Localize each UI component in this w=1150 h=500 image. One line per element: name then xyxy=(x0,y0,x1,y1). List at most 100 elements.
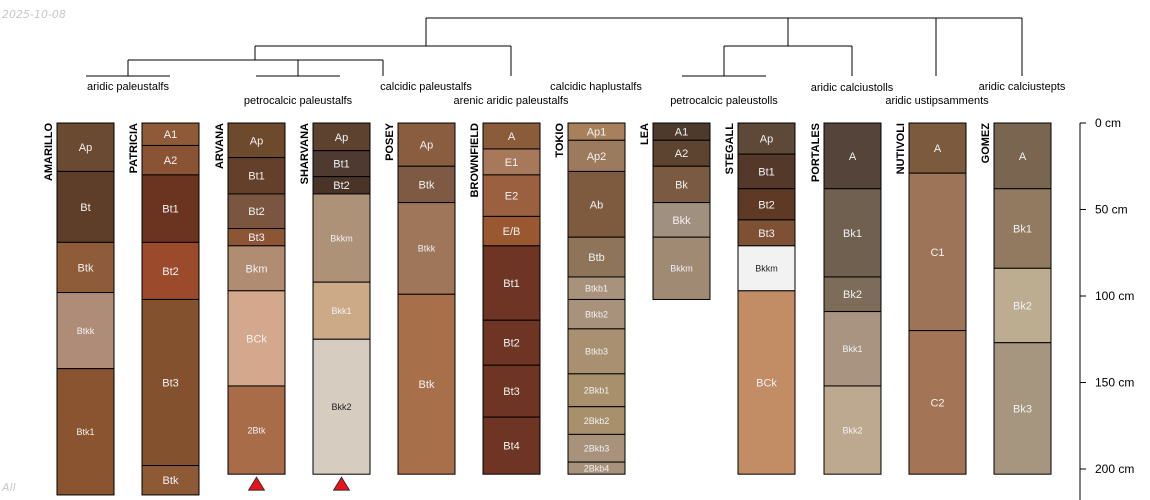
horizon-btk xyxy=(56,241,115,294)
horizon-bt3 xyxy=(141,298,200,467)
horizon-label: Bt3 xyxy=(248,232,265,244)
horizon-ap xyxy=(737,122,796,155)
horizon-label: Bk2 xyxy=(1013,300,1032,312)
classification-label: aridic paleustalfs xyxy=(87,81,169,93)
depth-axis: 0 cm 50 cm 100 cm 150 cm 200 cm xyxy=(1079,116,1134,500)
horizon-bt1 xyxy=(141,174,200,243)
horizon-label: Bt2 xyxy=(503,338,520,350)
horizon-label: Btk xyxy=(78,262,94,274)
profile-name: BROWNFIELD xyxy=(469,123,481,198)
horizon-label: Bkkm xyxy=(330,233,353,243)
horizon-label: 2Bkb4 xyxy=(584,463,610,473)
profile-portales: A Bk1 Bk2 Bkk1 Bkk2 PORTALES xyxy=(810,122,882,475)
horizon-label: A2 xyxy=(675,148,688,160)
classification-label: aridic ustipsamments xyxy=(885,95,989,107)
profile-name: GOMEZ xyxy=(980,123,992,164)
horizon-btk xyxy=(397,293,456,475)
horizon-label: Ap xyxy=(335,132,348,144)
horizon-bkk1 xyxy=(823,311,882,387)
profile-name: PORTALES xyxy=(810,123,822,182)
horizon-label: Bkk1 xyxy=(331,306,351,316)
horizon-a2 xyxy=(652,139,711,167)
horizon-ap xyxy=(56,122,115,172)
horizon-bkk2 xyxy=(823,385,882,475)
classification-label: calcidic paleustalfs xyxy=(380,81,472,93)
horizon-label: Bk2 xyxy=(843,289,862,301)
horizon-e-b xyxy=(482,215,541,247)
horizon-label: Bt2 xyxy=(758,199,775,211)
soil-profiles: Ap Bt Btk Btkk Btk1 AMARILLO A1 A2 Bt1 Bt2 Bt3 Btk P… xyxy=(43,122,1052,496)
horizon-label: 2Btk xyxy=(247,425,266,435)
profile-name: NUTIVOLI xyxy=(895,123,907,174)
horizon-label: Bt1 xyxy=(162,204,179,216)
horizon-label: Bt2 xyxy=(333,180,350,192)
horizon-bkm xyxy=(227,245,286,292)
horizon-btkb2 xyxy=(567,298,626,330)
profile-amarillo: Ap Bt Btk Btkk Btk1 AMARILLO xyxy=(43,122,115,496)
horizon-a xyxy=(993,122,1052,190)
profile-name: PATRICIA xyxy=(128,123,140,173)
horizon-bt xyxy=(56,170,115,243)
horizon-label: Ap xyxy=(250,135,263,147)
horizon-label: BCk xyxy=(756,377,777,389)
classification-label: arenic aridic paleustalfs xyxy=(454,95,569,107)
horizon-label: Bkk xyxy=(672,215,691,227)
horizon-label: A xyxy=(849,151,857,163)
horizon-label: BCk xyxy=(246,333,267,345)
horizon-label: A1 xyxy=(164,129,177,141)
horizon-bt3 xyxy=(482,364,541,418)
horizon-bkkm xyxy=(312,193,371,283)
profile-posey: Ap Btk Btkk Btk POSEY xyxy=(384,122,456,475)
horizon-label: Bt2 xyxy=(162,266,179,278)
horizon-label: E/B xyxy=(503,226,521,238)
depth-tick-label: 0 cm xyxy=(1095,116,1121,130)
horizon-label: Bt3 xyxy=(503,386,520,398)
horizon-label: 2Bkb3 xyxy=(584,443,610,453)
horizon-a xyxy=(908,122,967,174)
horizon-bk2 xyxy=(993,267,1052,344)
horizon-label: Bt4 xyxy=(503,441,520,453)
horizon-label: C2 xyxy=(930,397,944,409)
horizon-2bkb2 xyxy=(567,406,626,435)
horizon-bkk xyxy=(652,202,711,238)
horizon-label: Btkk xyxy=(418,244,436,254)
horizon-bk1 xyxy=(823,188,882,278)
horizon-label: Btk xyxy=(419,379,435,391)
depth-tick-label: 150 cm xyxy=(1095,376,1134,390)
classification-label: petrocalcic paleustolls xyxy=(670,95,778,107)
horizon-label: A xyxy=(1019,151,1027,163)
horizon-label: Bt1 xyxy=(503,278,520,290)
classification-label: calcidic haplustalfs xyxy=(550,81,642,93)
horizon-bk2 xyxy=(823,276,882,313)
horizon-label: Btk xyxy=(163,475,179,487)
horizon-bt1 xyxy=(227,157,286,195)
profile-brownfield: A E1 E2 E/B Bt1 Bt2 Bt3 Bt4 BROWNFIELD xyxy=(469,122,541,475)
horizon-ap2 xyxy=(567,139,626,172)
classification-labels: aridic paleustalfs petrocalcic paleustalf… xyxy=(87,81,1066,107)
horizon-c2 xyxy=(908,330,967,475)
horizon-btk xyxy=(397,165,456,204)
profile-sharvana: Ap Bt1 Bt2 Bkkm Bkk1 Bkk2 SHARVANA xyxy=(299,122,371,491)
horizon-label: Bt1 xyxy=(758,166,775,178)
classification-label: petrocalcic paleustalfs xyxy=(244,95,353,107)
horizon-bkkm xyxy=(737,245,796,292)
horizon-label: Btb xyxy=(588,252,605,264)
horizon-bt2 xyxy=(141,241,200,300)
horizon-ap xyxy=(227,122,286,159)
profile-name: AMARILLO xyxy=(43,123,55,181)
horizon-label: Bkkm xyxy=(755,264,778,274)
horizon-btkk xyxy=(56,292,115,370)
date-stamp: 2025-10-08 xyxy=(2,8,66,21)
horizon-bt2 xyxy=(227,193,286,230)
horizon-btkk xyxy=(397,202,456,295)
horizon-bkk2 xyxy=(312,338,371,475)
horizon-label: Bk xyxy=(675,179,688,191)
horizon-label: Bk1 xyxy=(843,228,862,240)
horizon-label: Ab xyxy=(590,199,603,211)
horizon-label: Bkk2 xyxy=(331,402,351,412)
dendrogram xyxy=(86,17,1023,77)
horizon-bck xyxy=(737,290,796,475)
horizon-label: A xyxy=(934,143,942,155)
horizon-bkkm xyxy=(652,236,711,300)
